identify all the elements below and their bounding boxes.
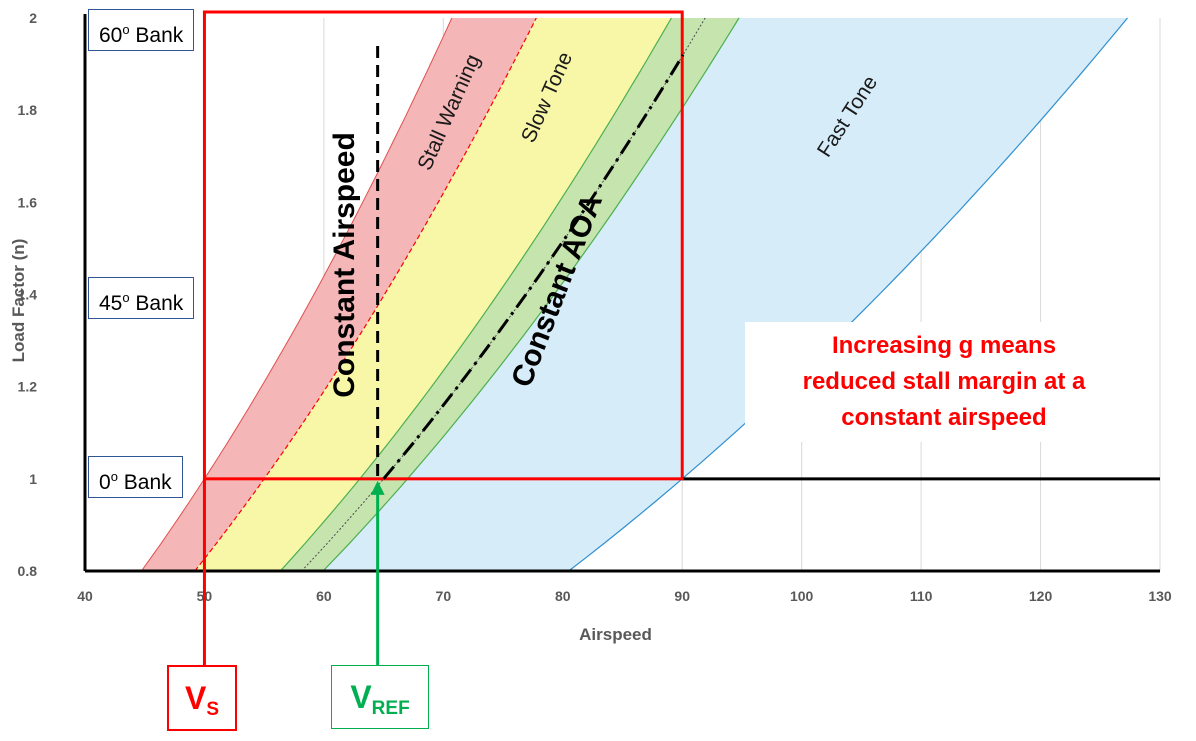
bank-60-text: Bank bbox=[129, 24, 184, 47]
bands bbox=[141, 18, 1128, 571]
red-box bbox=[202, 10, 684, 481]
y-tick-4: 1.6 bbox=[18, 194, 38, 210]
note-line-2: reduced stall margin at a bbox=[802, 368, 1086, 395]
x-tick-4: 80 bbox=[555, 588, 571, 604]
bank-45-sup: o bbox=[122, 290, 130, 305]
bank-0-label: 0o Bank bbox=[88, 456, 183, 498]
note-line-3: constant airspeed bbox=[841, 404, 1047, 431]
band-0 bbox=[141, 18, 537, 571]
overlays bbox=[202, 10, 1160, 665]
vref-marker-label: VREF bbox=[331, 665, 429, 729]
bank-0-text: Bank bbox=[117, 471, 172, 494]
y-tick-0: 0.8 bbox=[18, 563, 38, 579]
band-1 bbox=[194, 18, 672, 571]
bank-0-sup: o bbox=[110, 469, 118, 484]
x-tick-0: 40 bbox=[77, 588, 93, 604]
vs-sub: S bbox=[206, 699, 220, 720]
x-tick-8: 120 bbox=[1029, 588, 1053, 604]
x-tick-5: 90 bbox=[674, 588, 690, 604]
y-tick-2: 1.2 bbox=[18, 379, 38, 395]
y-tick-1: 1 bbox=[29, 471, 37, 487]
bank-45-num: 45 bbox=[99, 292, 123, 315]
x-axis-title: Airspeed bbox=[579, 625, 652, 644]
constant-aoa-line bbox=[382, 54, 685, 480]
y-tick-3: 1.4 bbox=[18, 287, 38, 303]
note-line-1: Increasing g means bbox=[831, 332, 1057, 359]
stall-margin-note: Increasing g means reduced stall margin … bbox=[745, 322, 1143, 442]
bank-60-label: 60o Bank bbox=[88, 9, 195, 51]
vs-main: V bbox=[184, 680, 207, 716]
constant-airspeed-label: Constant Airspeed bbox=[328, 132, 361, 398]
x-tick-9: 130 bbox=[1148, 588, 1172, 604]
bank-45-label: 45o Bank bbox=[88, 277, 195, 319]
bank-0-num: 0 bbox=[99, 471, 111, 494]
vref-arrowhead bbox=[370, 480, 385, 495]
y-axis-title: Load Factor (n) bbox=[9, 239, 28, 363]
axes bbox=[83, 14, 1160, 573]
x-tick-3: 70 bbox=[436, 588, 452, 604]
y-tick-6: 2 bbox=[29, 10, 37, 26]
x-tick-7: 110 bbox=[910, 588, 933, 604]
bank-60-sup: o bbox=[122, 22, 130, 37]
band-3 bbox=[323, 18, 1128, 571]
bank-60-num: 60 bbox=[99, 24, 123, 47]
vs-marker-label: VS bbox=[167, 665, 237, 731]
bank-45-text: Bank bbox=[129, 292, 184, 315]
x-tick-6: 100 bbox=[790, 588, 814, 604]
vref-main: V bbox=[350, 679, 372, 715]
vref-sub: REF bbox=[371, 698, 410, 719]
x-tick-2: 60 bbox=[316, 588, 332, 604]
band-2 bbox=[280, 18, 739, 571]
y-tick-5: 1.8 bbox=[18, 102, 38, 118]
